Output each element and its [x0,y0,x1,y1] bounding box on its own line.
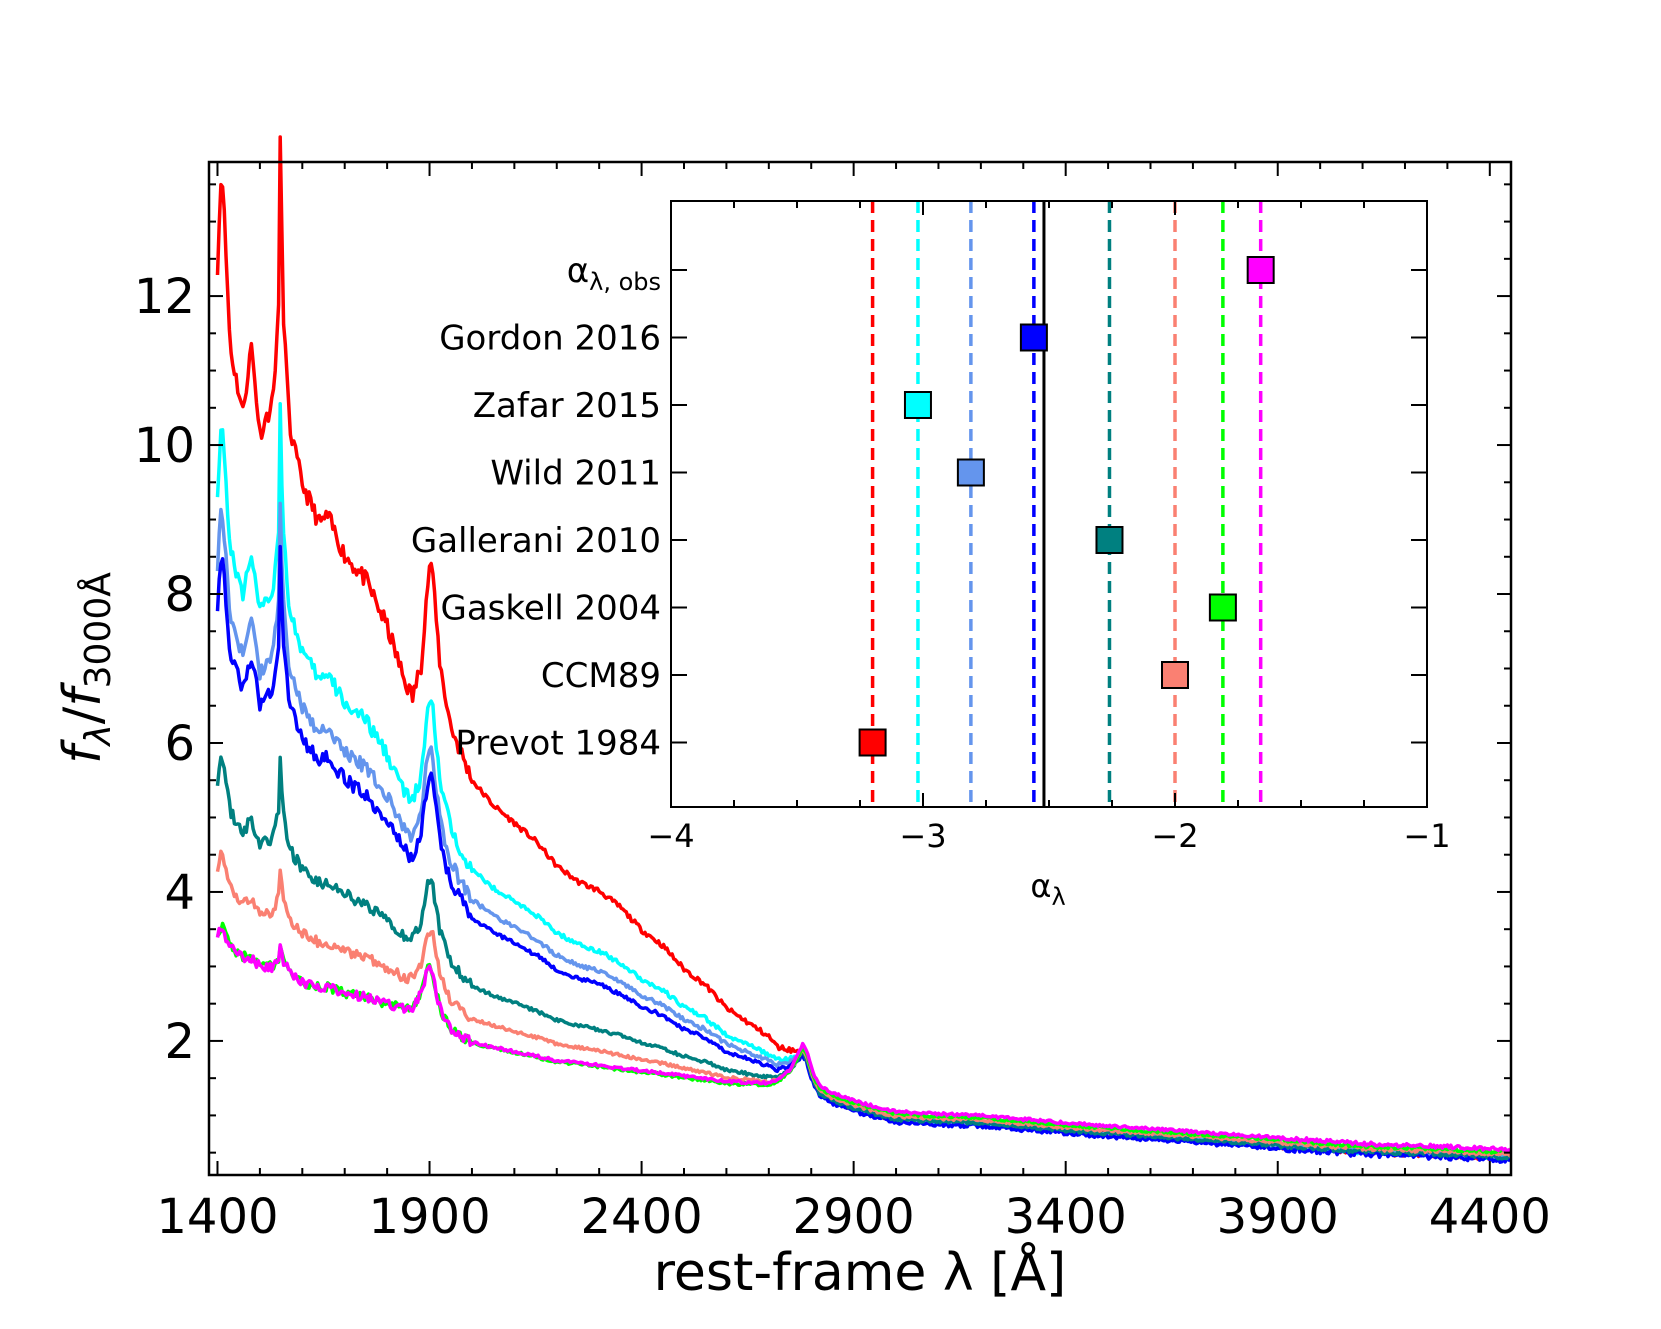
inset-category-label: Gordon 2016 [439,319,661,359]
inset-category-label-main: Prevot 1984 [455,724,661,764]
y-tick-label: 4 [164,865,195,921]
inset-x-axis-label-sub: λ [1051,883,1065,911]
inset-category-label-main: Zafar 2015 [473,386,661,426]
inset-lines [870,201,1263,807]
inset-category-label-main: α [567,251,589,291]
inset-category-label-main: Gallerani 2010 [411,521,661,561]
inset-category-label-main: Wild 2011 [490,454,661,494]
inset-marker [1208,593,1237,622]
spectrum-line-gordon-2016 [215,544,1512,1164]
main-plot: 1400 1900 2400 2900 3400 3900 4400 2 4 6 8 10 12 res… [53,135,1551,1303]
inset-markers [858,256,1275,757]
inset-category-labels: αλ, obs Gordon 2016 Zafar 2015 Wild 2011 Gal… [411,251,661,764]
inset-category-label-sub: λ, obs [589,268,661,296]
x-axis-label: rest-frame λ [Å] [654,1241,1067,1303]
inset-x-tick-label: −4 [647,817,694,855]
main-tick-labels: 1400 1900 2400 2900 3400 3900 4400 2 4 6 8 10 12 [134,269,1551,1245]
inset-tick-labels: −4 −3 −2 −1 [647,817,1450,855]
inset-category-label: Gaskell 2004 [440,589,661,629]
inset-category-label: Gallerani 2010 [411,521,661,561]
x-tick-label: 2900 [793,1189,915,1245]
inset-category-label-main: Gaskell 2004 [440,589,661,629]
y-tick-label: 12 [134,269,195,325]
inset-marker [1161,661,1189,689]
inset-x-tick-label: −1 [1403,817,1450,855]
inset-marker [903,391,932,419]
y-axis-label-sub1: λ [78,724,119,747]
y-tick-label: 6 [164,716,195,772]
y-axis-label: fλ/f3000Å [53,572,119,764]
y-axis-label-slash: / [53,706,113,724]
x-tick-label: 1400 [156,1189,278,1245]
inset-marker [858,728,887,757]
inset-background [671,201,1427,807]
inset-category-label: CCM89 [541,656,661,696]
y-tick-label: 2 [164,1014,195,1070]
inset-x-axis-label-main: α [1030,867,1051,905]
inset-category-label: Zafar 2015 [473,386,661,426]
spectrum-line--obs [215,926,1512,1153]
inset-category-label-main: CCM89 [541,656,661,696]
x-tick-label: 3400 [1005,1189,1127,1245]
inset-category-label-main: Gordon 2016 [439,319,661,359]
y-tick-label: 10 [134,418,195,474]
inset-marker [1246,256,1275,284]
x-tick-label: 3900 [1217,1189,1339,1245]
main-ticks [209,162,1511,1175]
inset-category-label: αλ, obs [567,251,661,296]
main-series-group [215,135,1512,1164]
y-tick-label: 8 [164,567,195,623]
inset-x-axis-label: αλ [1030,867,1065,911]
inset-marker [956,458,985,487]
inset-x-tick-label: −2 [1151,817,1198,855]
inset-ticks [670,201,1428,807]
inset-category-label: Prevot 1984 [455,724,661,764]
inset-category-label: Wild 2011 [490,454,661,494]
inset-x-tick-label: −3 [899,817,946,855]
x-tick-label: 1900 [368,1189,490,1245]
x-tick-label: 2400 [581,1189,703,1245]
x-tick-label: 4400 [1429,1189,1551,1245]
y-axis-label-sub2: 3000Å [76,572,119,689]
inset-marker [1019,323,1048,352]
inset-marker [1095,526,1124,554]
